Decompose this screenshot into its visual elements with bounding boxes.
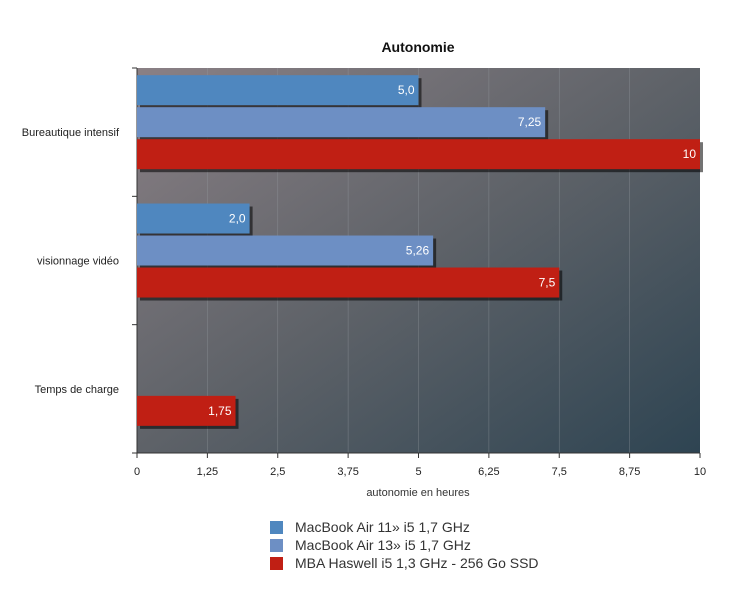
bar [137, 75, 419, 106]
category-label: Bureautique intensif [22, 127, 120, 139]
bar-value-label: 5,26 [406, 244, 430, 258]
legend-item: MBA Haswell i5 1,3 GHz - 256 Go SSD [270, 554, 539, 572]
x-tick-label: 6,25 [478, 466, 499, 478]
bars [137, 75, 703, 429]
bar-value-label: 7,25 [518, 115, 542, 129]
legend-label: MBA Haswell i5 1,3 GHz - 256 Go SSD [295, 555, 539, 571]
x-axis-title: autonomie en heures [366, 487, 470, 499]
x-tick-label: 7,5 [552, 466, 567, 478]
legend-swatch [270, 538, 283, 552]
x-tick-label: 8,75 [619, 466, 640, 478]
x-tick-label: 5 [415, 466, 421, 478]
bar-value-label: 1,75 [208, 404, 232, 418]
x-tick-label: 10 [694, 466, 706, 478]
x-tick-label: 0 [134, 466, 140, 478]
bar [137, 395, 236, 426]
bar [137, 203, 250, 234]
legend: MacBook Air 11» i5 1,7 GHz MacBook Air 1… [270, 518, 539, 572]
x-tick-label: 1,25 [197, 466, 218, 478]
legend-item: MacBook Air 13» i5 1,7 GHz [270, 536, 539, 554]
bar [137, 235, 434, 266]
bar [137, 139, 700, 170]
legend-swatch [270, 520, 283, 534]
bar-value-label: 2,0 [229, 212, 246, 226]
bar-value-label: 10 [683, 147, 697, 161]
legend-swatch [270, 556, 283, 570]
bar [137, 267, 560, 298]
x-tick-label: 3,75 [337, 466, 358, 478]
bar-value-label: 5,0 [398, 83, 415, 97]
bar-value-label: 7,5 [539, 276, 556, 290]
category-label: Temps de charge [35, 384, 119, 396]
axes: 0 1,25 2,5 3,75 5 6,25 7,5 8,75 10 [132, 67, 706, 478]
x-tick-label: 2,5 [270, 466, 285, 478]
category-label: visionnage vidéo [37, 256, 119, 268]
legend-label: MacBook Air 11» i5 1,7 GHz [295, 519, 470, 535]
chart-title: Autonomie [381, 39, 454, 55]
legend-label: MacBook Air 13» i5 1,7 GHz [295, 537, 471, 553]
legend-item: MacBook Air 11» i5 1,7 GHz [270, 518, 539, 536]
bar [137, 107, 546, 138]
labels: Bureautique intensif visionnage vidéo Temp… [22, 83, 697, 418]
